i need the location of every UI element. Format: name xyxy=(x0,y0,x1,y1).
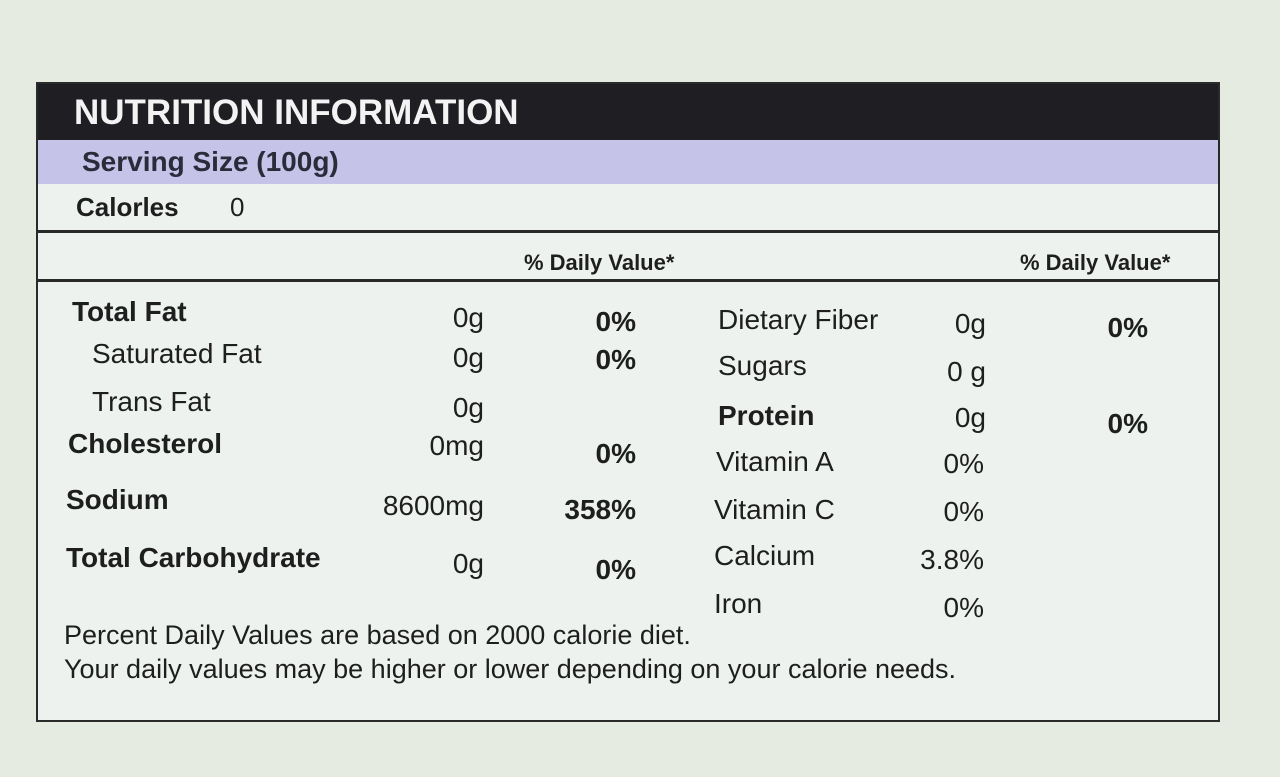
calories-row: Calorles 0 xyxy=(38,184,1218,233)
nutrient-daily-value: 0% xyxy=(1107,312,1148,343)
nutrition-header: NUTRITION INFORMATION xyxy=(38,84,1218,140)
nutrient-name: Total Fat xyxy=(72,296,187,327)
nutrient-amount: 0g xyxy=(452,392,484,423)
nutrient-amount: 0g xyxy=(954,308,986,339)
nutrient-amount: 0g xyxy=(452,548,484,579)
nutrient-amount: 0mg xyxy=(429,430,484,461)
footnote-line-2: Your daily values may be higher or lower… xyxy=(64,654,957,684)
nutrient-daily-value: 0% xyxy=(595,344,636,375)
nutrient-name: Sodium xyxy=(66,484,169,515)
nutrient-name: Calcium xyxy=(714,540,816,571)
nutrient-daily-value: 0% xyxy=(595,306,636,337)
nutrition-label: NUTRITION INFORMATION Serving Size (100g… xyxy=(36,82,1220,722)
nutrient-amount: 0g xyxy=(452,302,484,333)
nutrient-name: Trans Fat xyxy=(92,386,211,417)
nutrient-amount: 0g xyxy=(452,342,484,373)
nutrient-amount: 3.8% xyxy=(920,544,984,575)
nutrient-amount: 0% xyxy=(943,496,984,527)
nutrient-name: Cholesterol xyxy=(68,428,223,459)
nutrient-name: Sugars xyxy=(718,350,807,381)
nutrient-name: Vitamin A xyxy=(716,446,834,477)
daily-value-header-left: % Daily Value* xyxy=(524,250,675,275)
nutrient-name: Protein xyxy=(718,400,815,431)
nutrient-amount: 8600mg xyxy=(382,490,484,521)
nutrient-amount: 0 g xyxy=(947,356,986,387)
footnote-line-1: Percent Daily Values are based on 2000 c… xyxy=(64,620,691,650)
nutrient-amount: 0% xyxy=(943,448,984,479)
calories-label: Calorles xyxy=(76,192,179,222)
nutrition-title: NUTRITION INFORMATION xyxy=(74,93,519,132)
serving-size-band: Serving Size (100g) xyxy=(38,140,1218,184)
nutrient-name: Total Carbohydrate xyxy=(66,542,321,573)
daily-value-header-row: % Daily Value* % Daily Value* xyxy=(38,233,1218,282)
nutrient-daily-value: 0% xyxy=(595,554,636,585)
nutrient-daily-value: 358% xyxy=(564,494,636,525)
nutrient-name: Saturated Fat xyxy=(92,338,262,369)
nutrient-daily-value: 0% xyxy=(595,438,636,469)
serving-size-label: Serving Size (100g) xyxy=(82,146,339,177)
nutrient-name: Iron xyxy=(714,588,763,619)
calories-value: 0 xyxy=(230,192,245,222)
nutrient-amount: 0g xyxy=(954,402,986,433)
nutrient-name: Vitamin C xyxy=(714,494,835,525)
nutrient-daily-value: 0% xyxy=(1107,408,1148,439)
nutrient-name: Dietary Fiber xyxy=(718,304,879,335)
nutrient-amount: 0% xyxy=(943,592,984,623)
daily-value-header-right: % Daily Value* xyxy=(1020,250,1171,275)
